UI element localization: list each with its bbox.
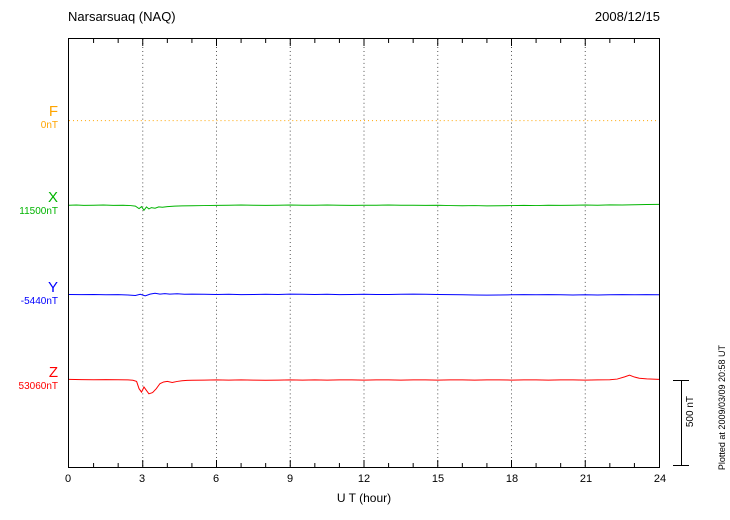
plot-date: 2008/12/15	[594, 9, 660, 24]
station-title: Narsarsuaq (NAQ)	[68, 9, 176, 24]
plotted-at-note: Plotted at 2009/03/09 20:58 UT	[717, 344, 727, 470]
series-letter-Z: Z	[48, 364, 58, 381]
series-baseline-Z: 53060nT	[18, 381, 58, 392]
x-tick-label: 21	[579, 473, 593, 485]
x-tick-label: 18	[505, 473, 519, 485]
series-letter-X: X	[47, 189, 58, 206]
x-tick-label: 3	[138, 473, 146, 485]
magnetogram-plot	[69, 39, 659, 467]
series-baseline-Y: -5440nT	[20, 296, 58, 307]
scale-bar-bottom-cap	[673, 465, 689, 466]
series-letter-Y: Y	[47, 279, 58, 296]
scale-bar-label: 500 nT	[685, 396, 696, 428]
x-tick-label: 9	[286, 473, 294, 485]
scale-bar-line	[681, 380, 682, 465]
series-baseline-X: 11500nT	[19, 206, 58, 217]
x-tick-label: 24	[653, 473, 667, 485]
trace-Z	[69, 374, 659, 395]
x-axis-title: U T (hour)	[336, 491, 392, 505]
trace-Y	[69, 292, 659, 297]
series-baseline-F: 0nT	[40, 120, 58, 131]
trace-X	[69, 203, 659, 212]
series-label-F: F 0nT	[0, 104, 58, 132]
series-letter-F: F	[48, 103, 58, 120]
x-tick-label: 0	[64, 473, 72, 485]
x-tick-label: 15	[431, 473, 445, 485]
series-label-Z: Z 53060nT	[0, 365, 58, 393]
x-tick-label: 12	[357, 473, 371, 485]
series-label-X: X 11500nT	[0, 190, 58, 218]
plot-area	[68, 38, 660, 468]
scale-bar-top-cap	[673, 380, 689, 381]
series-label-Y: Y -5440nT	[0, 280, 58, 308]
x-tick-label: 6	[212, 473, 220, 485]
